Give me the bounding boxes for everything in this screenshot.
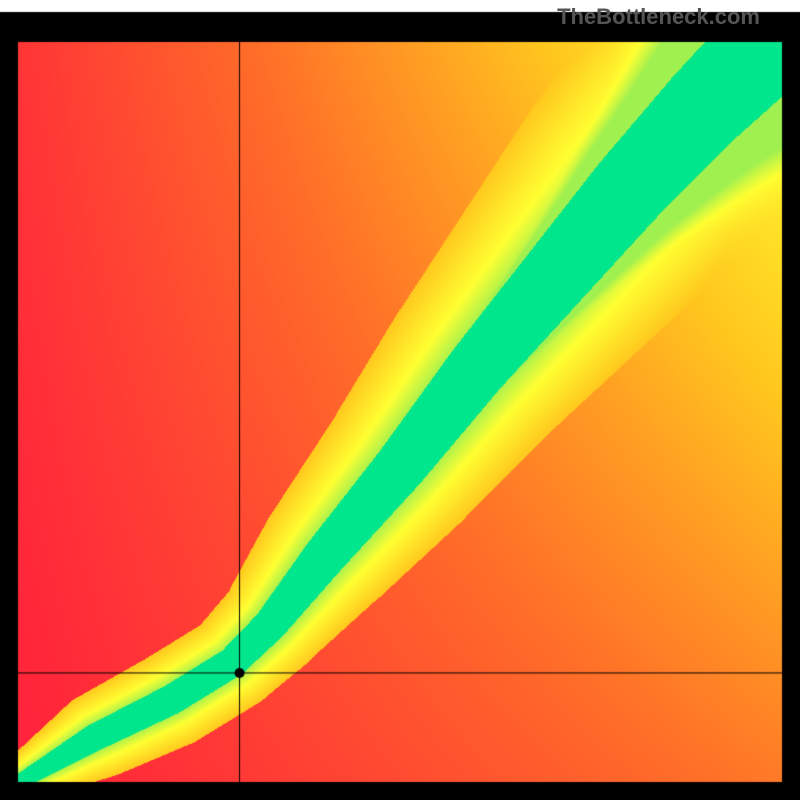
heatmap-canvas bbox=[0, 0, 800, 800]
watermark-text: TheBottleneck.com bbox=[557, 4, 760, 30]
chart-container: TheBottleneck.com bbox=[0, 0, 800, 800]
